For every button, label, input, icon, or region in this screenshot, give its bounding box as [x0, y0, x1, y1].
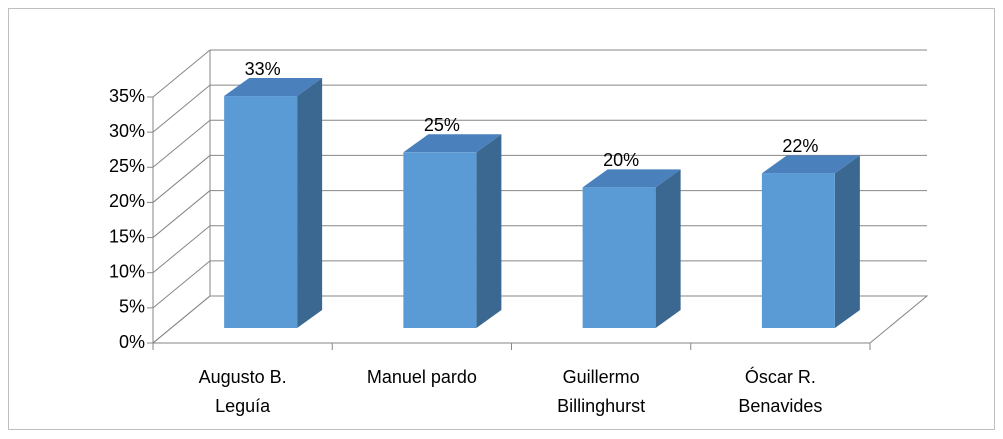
grid-line: [152, 295, 211, 344]
bar-side: [297, 78, 323, 328]
bar-top: [224, 78, 323, 97]
bar-side: [476, 134, 502, 328]
y-tick-label: 0%: [119, 332, 145, 352]
data-label: 20%: [603, 150, 639, 170]
bar: [224, 96, 298, 328]
y-tick-label: 25%: [109, 156, 145, 176]
y-tick-label: 10%: [109, 261, 145, 281]
x-tick-label: Óscar R. Benavides: [738, 366, 822, 416]
bar-side: [655, 169, 681, 328]
data-label: 25%: [424, 115, 460, 135]
grid-line: [152, 225, 211, 274]
bar: [582, 187, 656, 328]
y-tick-label: 5%: [119, 297, 145, 317]
y-tick-label: 15%: [109, 226, 145, 246]
grid-line: [152, 84, 211, 133]
y-tick-label: 20%: [109, 191, 145, 211]
grid-line: [152, 49, 211, 98]
x-tick-label: Guillermo Billinghurst: [557, 367, 645, 416]
y-tick-label: 35%: [109, 86, 145, 106]
bar-side: [834, 155, 860, 328]
bar-top: [761, 155, 860, 174]
grid-line: [152, 260, 211, 309]
y-tick-label: 30%: [109, 121, 145, 141]
bar: [761, 173, 835, 328]
grid-line: [152, 190, 211, 238]
grid-line: [152, 155, 211, 203]
bar-top: [403, 134, 502, 153]
bar-top: [582, 169, 681, 188]
data-label: 22%: [782, 136, 818, 156]
grid-line: [152, 119, 211, 168]
data-label: 33%: [245, 59, 281, 79]
x-tick-label: Augusto B. Leguía: [199, 367, 287, 416]
bar: [403, 152, 477, 328]
x-tick-label: Manuel pardo: [367, 367, 477, 387]
